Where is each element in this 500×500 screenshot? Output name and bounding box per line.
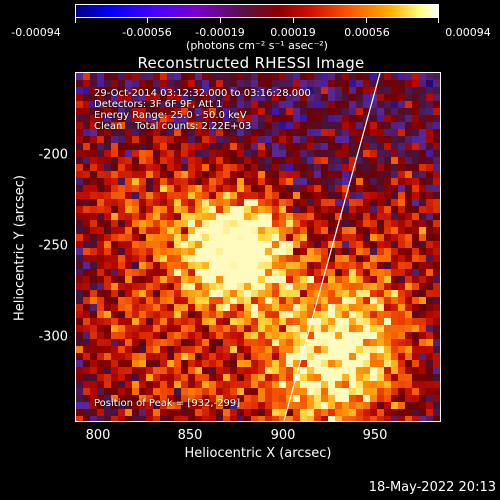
- colorbar-tick-label: -0.00019: [195, 26, 245, 39]
- info-detectors: Detectors: 3F 6F 9F, Att 1: [94, 99, 223, 110]
- colorbar-tick-label: 0.00019: [270, 26, 316, 39]
- x-axis-label: Heliocentric X (arcsec): [184, 446, 332, 461]
- info-clean: Clean Total counts: 2.22E+03: [94, 121, 252, 132]
- info-time: 29-Oct-2014 03:12:32.000 to 03:16:28.000: [94, 88, 311, 99]
- colorbar-tick-mark: [147, 18, 148, 23]
- colorbar-tick-mark: [75, 18, 76, 23]
- colorbar: [75, 4, 439, 18]
- solar-limb-line: [283, 73, 381, 421]
- image-plot: [75, 72, 441, 422]
- y-tick-label: -200: [38, 147, 68, 163]
- colorbar-units: (photons cm⁻² s⁻¹ asec⁻²): [186, 39, 328, 52]
- colorbar-tick-label: -0.00094: [11, 26, 61, 39]
- x-tick-label: 900: [270, 428, 296, 443]
- colorbar-tick-mark: [366, 18, 367, 23]
- colorbar-tick-label: -0.00056: [122, 26, 172, 39]
- colorbar-tick-label: 0.00056: [344, 26, 390, 39]
- colorbar-tick-mark: [293, 18, 294, 23]
- y-tick-label: -250: [38, 238, 68, 254]
- heatmap-image: [76, 73, 440, 421]
- timestamp-footer: 18-May-2022 20:13: [368, 480, 496, 495]
- colorbar-tick-mark: [438, 18, 439, 23]
- y-tick-label: -300: [38, 329, 68, 345]
- info-energy: Energy Range: 25.0 - 50.0 keV: [94, 110, 247, 121]
- info-peak: Position of Peak = [932,-299]: [94, 398, 241, 409]
- x-tick-label: 850: [177, 428, 203, 443]
- x-tick-label: 950: [362, 428, 388, 443]
- y-axis-label: Heliocentric Y (arcsec): [12, 175, 28, 321]
- plot-title: Reconstructed RHESSI Image: [137, 54, 365, 72]
- x-tick-label: 800: [85, 428, 111, 443]
- colorbar-tick-label: 0.00094: [445, 26, 491, 39]
- colorbar-tick-mark: [220, 18, 221, 23]
